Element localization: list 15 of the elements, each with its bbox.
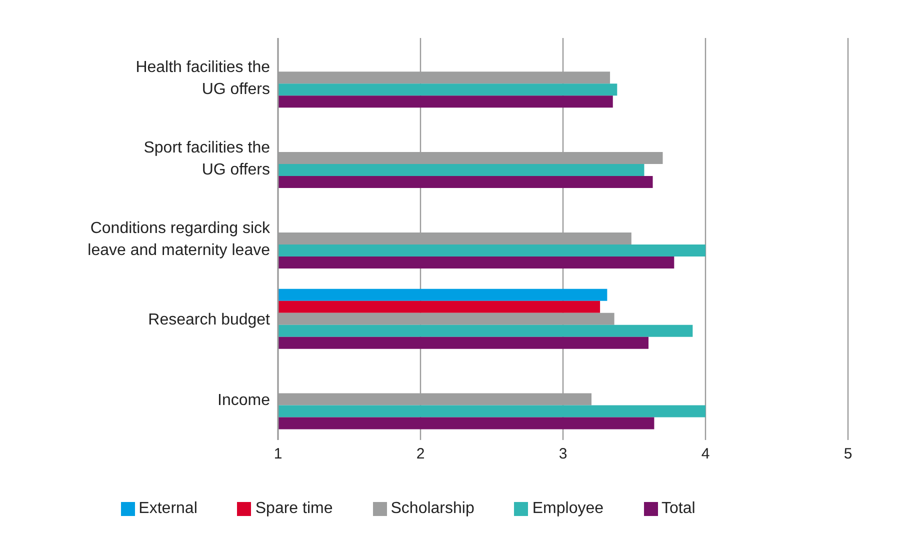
legend-label: External [138,500,198,517]
legend-label: Employee [532,500,604,517]
legend-label: Scholarship [390,500,474,517]
y-tick-label: Research budget [148,310,271,328]
x-tick-label: 4 [701,446,710,463]
x-tick-label: 3 [558,446,568,463]
y-tick-label: Sport facilities the UG offers [144,139,270,178]
x-tick-label: 5 [844,446,852,463]
y-tick-label: Income [218,391,270,408]
x-tick-label: 1 [274,446,282,463]
y-tick-label: Conditions regarding sick leave and maternity leave [88,220,271,258]
legend-label: Spare time [255,500,333,517]
y-tick-label: Health facilities the UG offers [136,58,270,98]
x-tick-label: 2 [416,446,425,463]
legend-label: Total [662,500,696,517]
